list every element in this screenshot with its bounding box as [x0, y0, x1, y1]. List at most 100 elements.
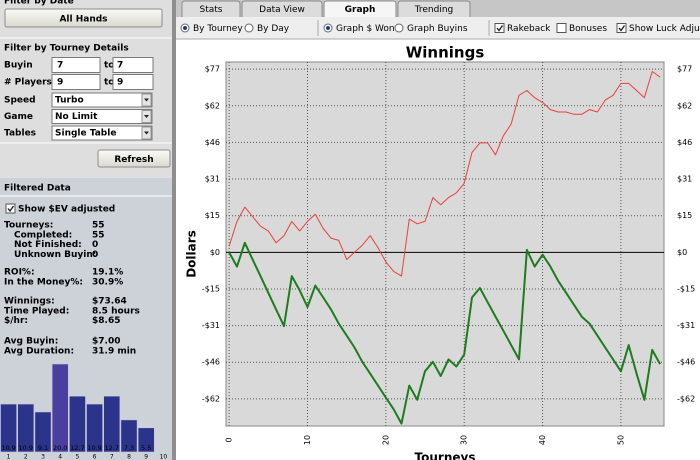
text-input[interactable]: [51, 74, 101, 90]
tab-label: Trending: [414, 5, 454, 15]
refresh-button[interactable]: [97, 149, 171, 168]
y-tick-label: -$31: [677, 321, 695, 330]
y-tick-label: $15: [677, 211, 692, 220]
x-tick-label: 50: [616, 435, 625, 445]
text-input[interactable]: [112, 74, 154, 90]
radio-dot: [326, 26, 330, 30]
option-label: Show Luck Adjusted: [629, 24, 700, 34]
stat-label: Not Finished:: [14, 240, 82, 250]
select-arrow: [144, 98, 149, 102]
options-bar: [176, 17, 700, 39]
input-value: 7: [117, 61, 123, 71]
select-value: Single Table: [55, 129, 116, 139]
radio[interactable]: [394, 23, 404, 33]
y-tick-label: $62: [205, 101, 220, 110]
y-tick-label: $62: [677, 101, 692, 110]
y-tick-label: $15: [205, 211, 220, 220]
stat-value: 55: [92, 221, 105, 231]
bar-label: 10.9: [19, 444, 33, 452]
stat-value: $7.00: [92, 337, 120, 347]
bar: [120, 419, 138, 453]
refresh-button-label: Refresh: [114, 155, 153, 165]
bar: [137, 427, 155, 453]
x-tick-label: 4: [58, 454, 62, 460]
y-tick-label: $31: [205, 175, 220, 184]
series-line: [228, 71, 661, 277]
field-label: Game: [4, 112, 33, 122]
x-tick-label: 40: [538, 435, 547, 445]
stat-label: Avg Duration:: [4, 346, 74, 356]
select-value: No Limit: [55, 112, 98, 122]
select-arrow: [144, 131, 149, 135]
checkbox[interactable]: [556, 23, 567, 33]
tab[interactable]: [397, 0, 471, 17]
select-arrow: [144, 115, 149, 118]
y-tick-label: -$15: [202, 284, 220, 293]
date-button[interactable]: [4, 8, 163, 28]
bar-label: 12.7: [105, 444, 119, 452]
x-tick-label: 7: [110, 454, 114, 460]
x-tick-label: 6: [93, 454, 97, 460]
stat-value: 0: [92, 240, 98, 250]
stat-label: $/hr:: [4, 316, 28, 326]
checkbox[interactable]: [616, 23, 627, 33]
check-mark: [618, 25, 626, 32]
x-tick-label: 3: [41, 454, 45, 460]
bar-label: 10.9: [1, 444, 15, 452]
bar-label: 12.7: [70, 444, 84, 452]
field-label: Speed: [4, 96, 36, 106]
series-line: [228, 241, 661, 425]
stat-label: Avg Buyin:: [4, 337, 58, 347]
tab[interactable]: [181, 0, 241, 17]
stat-label: Tourneys:: [4, 221, 53, 231]
y-tick-label: -$31: [202, 321, 220, 330]
tab[interactable]: [323, 0, 397, 17]
stat-label: Unknown Buyin:: [14, 250, 96, 260]
option-label: By Day: [257, 24, 290, 34]
y-tick-label: -$46: [677, 358, 695, 367]
tab-label: Stats: [200, 5, 223, 15]
bar-label: 5.5: [141, 444, 151, 452]
x-tick-label: 10: [303, 435, 312, 445]
select[interactable]: [51, 92, 153, 108]
checkbox-label: Show $EV adjusted: [18, 205, 115, 215]
x-tick-label: 0: [225, 437, 234, 442]
select[interactable]: [51, 125, 153, 141]
date-button-label: All Hands: [59, 15, 107, 25]
x-tick-label: 10: [160, 454, 168, 460]
x-tick-label: 1: [7, 454, 11, 460]
stat-label: ROI%:: [4, 268, 35, 278]
bar: [51, 363, 69, 453]
stat-label: In the Money%:: [4, 277, 83, 287]
radio-dot: [183, 26, 187, 30]
y-tick-label: $46: [677, 138, 692, 147]
option-label: Graph Buyins: [407, 24, 468, 34]
select-value: Turbo: [55, 96, 84, 106]
y-tick-label: -$15: [677, 284, 695, 293]
stat-label: Time Played:: [4, 306, 69, 316]
checkbox[interactable]: [5, 203, 16, 214]
tab[interactable]: [241, 0, 323, 17]
stat-value: $73.64: [92, 297, 127, 307]
text-input[interactable]: [51, 57, 101, 73]
bar: [86, 403, 104, 453]
chart-title: Winnings: [406, 44, 485, 62]
section-title: Filter by Tourney Details: [4, 44, 129, 54]
input-value: 9: [57, 78, 63, 88]
input-value: 7: [57, 61, 63, 71]
y-tick-label: $46: [205, 138, 220, 147]
range-word: to: [104, 61, 115, 71]
plot-area: [225, 61, 665, 427]
tab-label: Data View: [259, 5, 305, 15]
text-input[interactable]: [112, 57, 154, 73]
y-tick-label: $0: [677, 248, 687, 257]
select[interactable]: [51, 109, 153, 124]
option-label: Graph $ Won: [336, 24, 395, 34]
splitter: [172, 0, 176, 460]
bar-label: 9.1: [38, 444, 48, 452]
checkbox[interactable]: [494, 23, 505, 33]
option-label: Rakeback: [507, 24, 551, 34]
radio[interactable]: [244, 23, 254, 33]
stat-value: 8.5 hours: [92, 306, 140, 316]
y-tick-label: $0: [210, 248, 220, 257]
